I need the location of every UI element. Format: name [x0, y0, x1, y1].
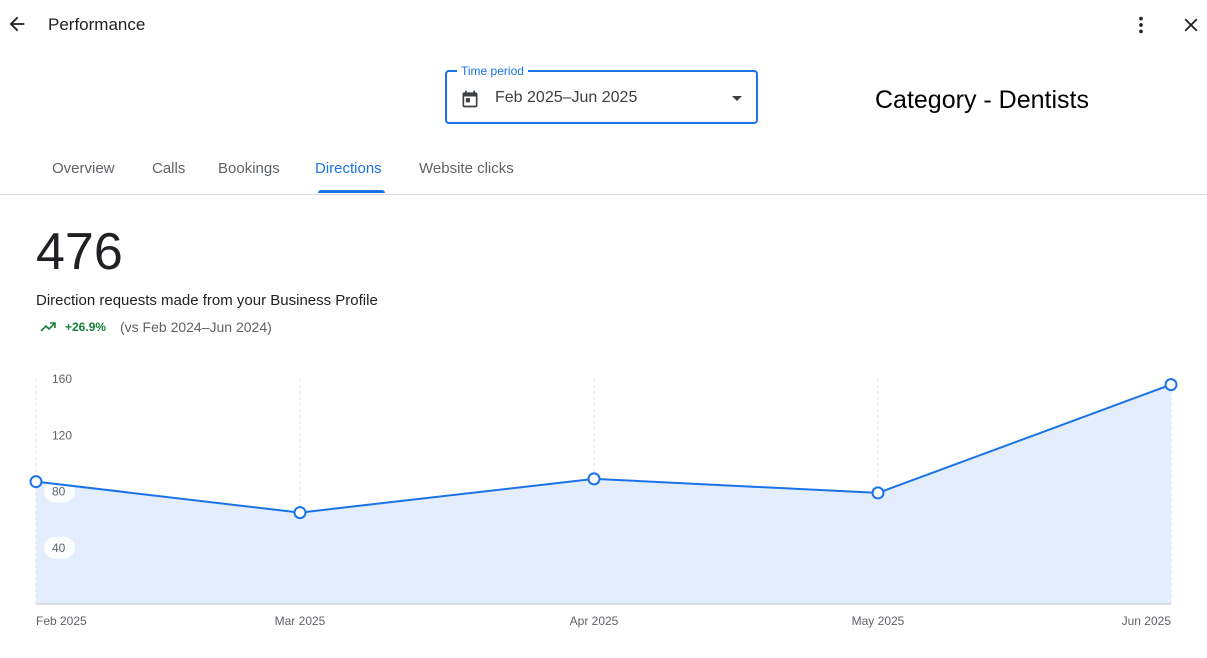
tab-bookings[interactable]: Bookings [218, 160, 280, 177]
data-point [29, 475, 43, 489]
metric-description: Direction requests made from your Busine… [36, 292, 378, 309]
time-period-label: Time period [457, 63, 528, 79]
dropdown-arrow-icon [732, 96, 742, 101]
x-tick-label: May 2025 [852, 614, 905, 628]
page-title: Performance [48, 15, 146, 34]
x-tick-label: Apr 2025 [570, 614, 619, 628]
y-tick-label: 40 [52, 541, 66, 555]
data-point [293, 506, 307, 520]
calendar-icon [462, 90, 478, 108]
data-point [871, 486, 885, 500]
trending-up-icon [40, 322, 56, 332]
chart-area [36, 384, 1171, 604]
time-period-value: Feb 2025–Jun 2025 [495, 89, 638, 106]
tab-directions[interactable]: Directions [315, 160, 382, 177]
tab-overview[interactable]: Overview [52, 160, 115, 177]
y-tick-pill [44, 424, 75, 447]
back-arrow-icon[interactable] [6, 13, 28, 35]
directions-chart: 40 80 120 160 Feb 2025 Mar 2025 Apr 2025 May 20… [29, 372, 1178, 628]
active-tab-indicator [318, 190, 385, 193]
y-tick-label: 80 [52, 485, 66, 499]
time-period-select[interactable]: Time period Feb 2025–Jun 2025 [445, 63, 758, 124]
category-label: Category - Dentists [875, 86, 1089, 114]
total-count: 476 [36, 223, 123, 281]
more-vert-icon[interactable] [1130, 14, 1152, 36]
y-tick-label: 160 [52, 372, 72, 386]
comparison-period: (vs Feb 2024–Jun 2024) [120, 319, 272, 335]
data-point [587, 472, 601, 486]
change-percent: +26.9% [65, 320, 107, 334]
tab-bar: Overview Calls Bookings Directions Websi… [0, 150, 1207, 195]
y-tick-label: 120 [52, 428, 72, 442]
close-icon[interactable] [1180, 14, 1202, 36]
y-tick-pill [44, 536, 75, 559]
x-tick-label: Mar 2025 [275, 614, 326, 628]
tab-website-clicks[interactable]: Website clicks [419, 160, 514, 177]
x-tick-label: Jun 2025 [1122, 614, 1172, 628]
tab-calls[interactable]: Calls [152, 160, 186, 177]
data-point [1164, 378, 1178, 392]
x-tick-label: Feb 2025 [36, 614, 87, 628]
top-bar: Performance [0, 0, 1207, 52]
